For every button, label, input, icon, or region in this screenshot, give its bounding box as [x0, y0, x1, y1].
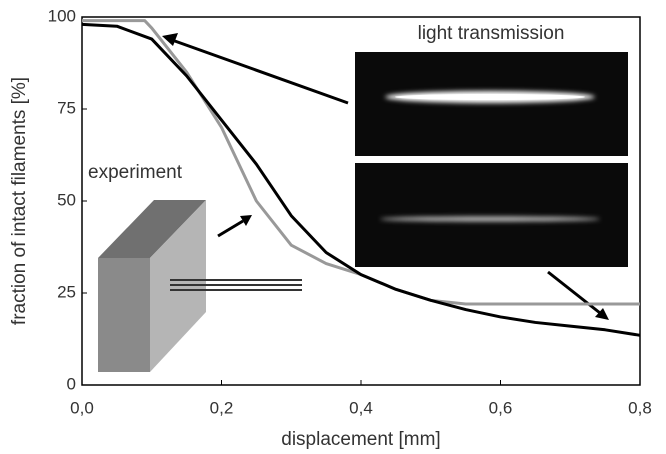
y-axis-label: fraction of intact filaments [%] — [9, 77, 30, 325]
y-tick-label: 0 — [67, 374, 76, 393]
x-tick-label: 0,2 — [210, 398, 234, 417]
x-tick-label: 0,4 — [349, 398, 373, 417]
y-tick-label: 75 — [57, 98, 76, 117]
annotation: experiment — [88, 162, 183, 183]
chart: experiment light transmission displaceme… — [0, 0, 666, 454]
x-tick-label: 0,6 — [489, 398, 513, 417]
x-tick-label: 0,0 — [70, 398, 94, 417]
annotation: light transmission — [418, 23, 565, 44]
experiment-block — [98, 200, 302, 372]
inset-images — [355, 52, 628, 267]
x-axis-label: displacement [mm] — [281, 429, 440, 450]
y-tick-label: 100 — [48, 6, 76, 25]
x-tick-label: 0,8 — [628, 398, 652, 417]
y-tick-label: 50 — [57, 190, 76, 209]
y-tick-label: 25 — [57, 282, 76, 301]
